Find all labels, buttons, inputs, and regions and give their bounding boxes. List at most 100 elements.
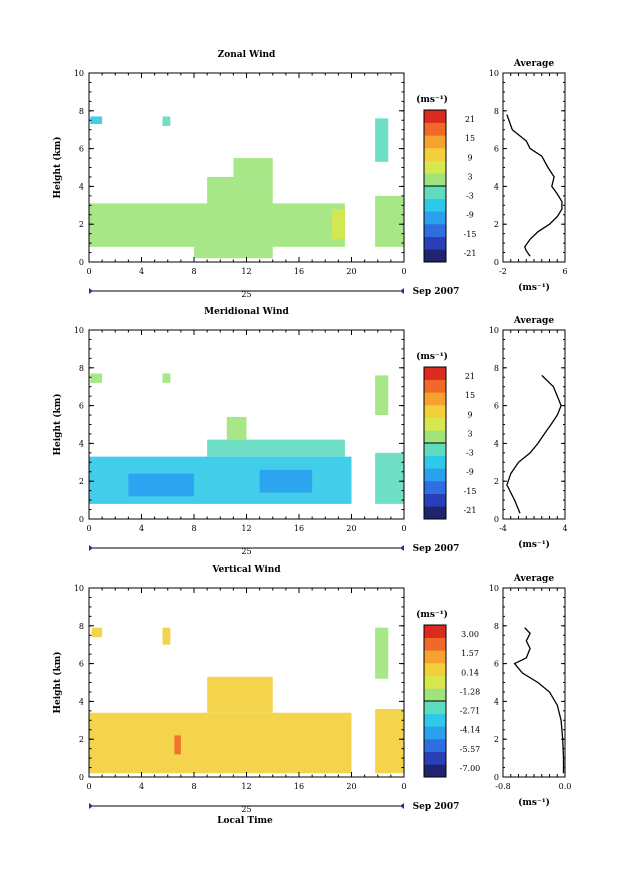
profile-x-tick-label: 0.0 <box>559 782 572 791</box>
data-region <box>89 712 352 774</box>
data-region <box>162 627 171 645</box>
data-region <box>90 373 103 383</box>
colorbar-segment <box>424 455 446 469</box>
profile-x-label: (ms⁻¹) <box>518 282 550 293</box>
date-label: 25 <box>241 290 251 299</box>
y-tick-label: 8 <box>79 622 84 631</box>
x-tick-label: 12 <box>241 267 251 276</box>
profile-y-tick-label: 10 <box>489 326 499 335</box>
profile-y-tick-label: 10 <box>489 584 499 593</box>
colorbar-tick-label: -15 <box>464 487 477 496</box>
x-tick-label: 16 <box>294 782 304 791</box>
colorbar-tick-label: -7.00 <box>460 764 481 773</box>
data-region <box>90 116 103 125</box>
colorbar-segment <box>424 173 446 187</box>
colorbar-unit: (ms⁻¹) <box>416 609 448 620</box>
profile-y-tick-label: 10 <box>489 69 499 78</box>
x-tick-label: 8 <box>191 782 196 791</box>
colorbar-segment <box>424 249 446 263</box>
profile-x-tick-label: 6 <box>562 267 567 276</box>
data-region <box>226 416 247 440</box>
date-line-start-marker <box>89 545 93 551</box>
colorbar-segment <box>424 650 446 664</box>
x-tick-label: 20 <box>346 782 356 791</box>
profile-x-label: (ms⁻¹) <box>518 539 550 550</box>
data-region <box>375 708 404 774</box>
colorbar-segment <box>424 224 446 237</box>
colorbar-segment <box>424 122 446 136</box>
data-region <box>233 158 273 177</box>
x-tick-label: 4 <box>139 524 144 533</box>
colorbar-segment <box>424 625 446 638</box>
colorbar-segment <box>424 417 446 431</box>
colorbar-unit: (ms⁻¹) <box>416 351 448 362</box>
profile-y-tick-label: 8 <box>494 622 499 631</box>
y-tick-label: 6 <box>79 145 84 154</box>
colorbar-segment <box>424 493 446 507</box>
profile-title: Average <box>513 59 554 69</box>
data-region <box>194 246 273 259</box>
data-region <box>162 116 171 126</box>
colorbar-segment <box>424 198 446 212</box>
colorbar-tick-label: -1.28 <box>460 687 481 696</box>
profile-y-tick-label: 8 <box>494 364 499 373</box>
y-tick-label: 4 <box>79 182 84 191</box>
data-region <box>259 469 313 493</box>
data-region <box>375 118 389 162</box>
x-tick-label: 8 <box>191 267 196 276</box>
profile-x-tick-label: -0.8 <box>495 782 510 791</box>
data-region <box>331 209 345 240</box>
y-tick-label: 8 <box>79 364 84 373</box>
date-line-end-marker <box>400 803 404 809</box>
colorbar-segment <box>424 110 446 123</box>
data-region <box>128 473 194 497</box>
month-label: Sep 2007 <box>413 802 460 812</box>
colorbar-segment <box>424 751 446 765</box>
date-line-start-marker <box>89 288 93 294</box>
colorbar-segment <box>424 236 446 250</box>
profile-frame <box>502 329 566 520</box>
colorbar-tick-label: -2.71 <box>460 707 481 716</box>
profile-y-tick-label: 4 <box>494 182 499 191</box>
colorbar-segment <box>424 675 446 689</box>
y-tick-label: 10 <box>74 584 84 593</box>
colorbar-tick-label: -3 <box>466 192 474 201</box>
profile-x-tick-label: 4 <box>562 524 567 533</box>
y-tick-label: 2 <box>79 220 84 229</box>
date-line-start-marker <box>89 803 93 809</box>
x-tick-label: 4 <box>139 782 144 791</box>
x-tick-label: 16 <box>294 524 304 533</box>
colorbar-segment <box>424 713 446 727</box>
y-axis-label: Height (km) <box>52 393 63 455</box>
data-region <box>375 452 404 504</box>
colorbar-tick-label: 3 <box>467 429 472 438</box>
colorbar-tick-label: 21 <box>465 115 475 124</box>
colorbar-segment <box>424 726 446 740</box>
colorbar-tick-label: 15 <box>465 134 475 143</box>
profile-x-label: (ms⁻¹) <box>518 797 550 808</box>
date-label: 25 <box>241 805 251 814</box>
colorbar-segment <box>424 688 446 702</box>
profile-y-tick-label: 0 <box>494 258 499 267</box>
colorbar-unit: (ms⁻¹) <box>416 94 448 105</box>
x-tick-label: 0 <box>401 524 406 533</box>
panel-title: Meridional Wind <box>204 307 289 317</box>
y-tick-label: 2 <box>79 735 84 744</box>
profile-y-tick-label: 4 <box>494 697 499 706</box>
date-line-end-marker <box>400 288 404 294</box>
colorbar-tick-label: -3 <box>466 449 474 458</box>
colorbar-segment <box>424 148 446 161</box>
y-tick-label: 0 <box>79 773 84 782</box>
profile-y-tick-label: 6 <box>494 660 499 669</box>
y-axis-label: Height (km) <box>52 136 63 198</box>
profile-y-tick-label: 2 <box>494 220 499 229</box>
colorbar-tick-label: 3 <box>467 172 472 181</box>
profile-x-tick-label: -2 <box>499 267 507 276</box>
x-tick-label: 0 <box>86 782 91 791</box>
x-tick-label: 8 <box>191 524 196 533</box>
profile-y-tick-label: 2 <box>494 477 499 486</box>
colorbar-tick-label: -9 <box>466 468 474 477</box>
colorbar-tick-label: -9 <box>466 211 474 220</box>
colorbar-segment <box>424 405 446 418</box>
